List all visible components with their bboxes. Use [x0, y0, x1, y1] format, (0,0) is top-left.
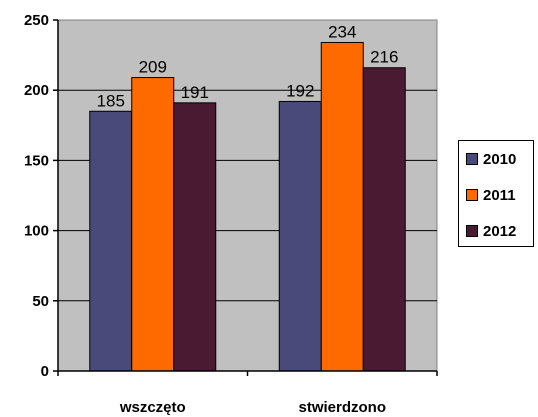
bar-2010	[89, 110, 133, 372]
data-label: 192	[286, 81, 314, 100]
y-tick-label: 150	[24, 152, 49, 169]
x-tick-label: stwierdzono	[298, 399, 386, 416]
data-label: 216	[370, 48, 398, 67]
legend-swatch-2012	[466, 225, 478, 237]
y-tick-label: 200	[24, 82, 49, 99]
data-label: 185	[97, 91, 125, 110]
data-labels: 185 209 191 192 234 216	[97, 22, 399, 110]
legend-item-2010: 2010	[466, 150, 516, 168]
legend-label-2010: 2010	[483, 150, 517, 168]
y-tick-label: 50	[32, 293, 49, 310]
data-label: 209	[139, 58, 167, 77]
bars	[89, 41, 406, 372]
bar-2012	[362, 67, 406, 372]
legend-swatch-2010	[466, 153, 478, 165]
legend-item-2011: 2011	[466, 186, 516, 204]
y-axis-ticks: 0 50 100 150 200 250	[24, 12, 58, 380]
bar-2011	[320, 41, 364, 372]
legend-swatch-2011	[466, 189, 478, 201]
y-tick-label: 100	[24, 223, 49, 240]
x-tick-label: wszczęto	[119, 399, 186, 416]
y-tick-label: 250	[24, 12, 49, 29]
data-label: 234	[328, 22, 356, 41]
legend-label-2011: 2011	[483, 186, 516, 204]
x-axis-ticks: wszczęto stwierdzono	[57, 371, 438, 416]
legend: 2010 2011 2012	[458, 140, 534, 247]
bar-2010	[278, 100, 322, 372]
y-tick-label: 0	[41, 363, 49, 380]
bar-2012	[173, 102, 217, 372]
legend-item-2012: 2012	[466, 222, 516, 240]
legend-label-2012: 2012	[483, 222, 517, 240]
data-label: 191	[181, 83, 209, 102]
bar-2011	[131, 77, 175, 372]
